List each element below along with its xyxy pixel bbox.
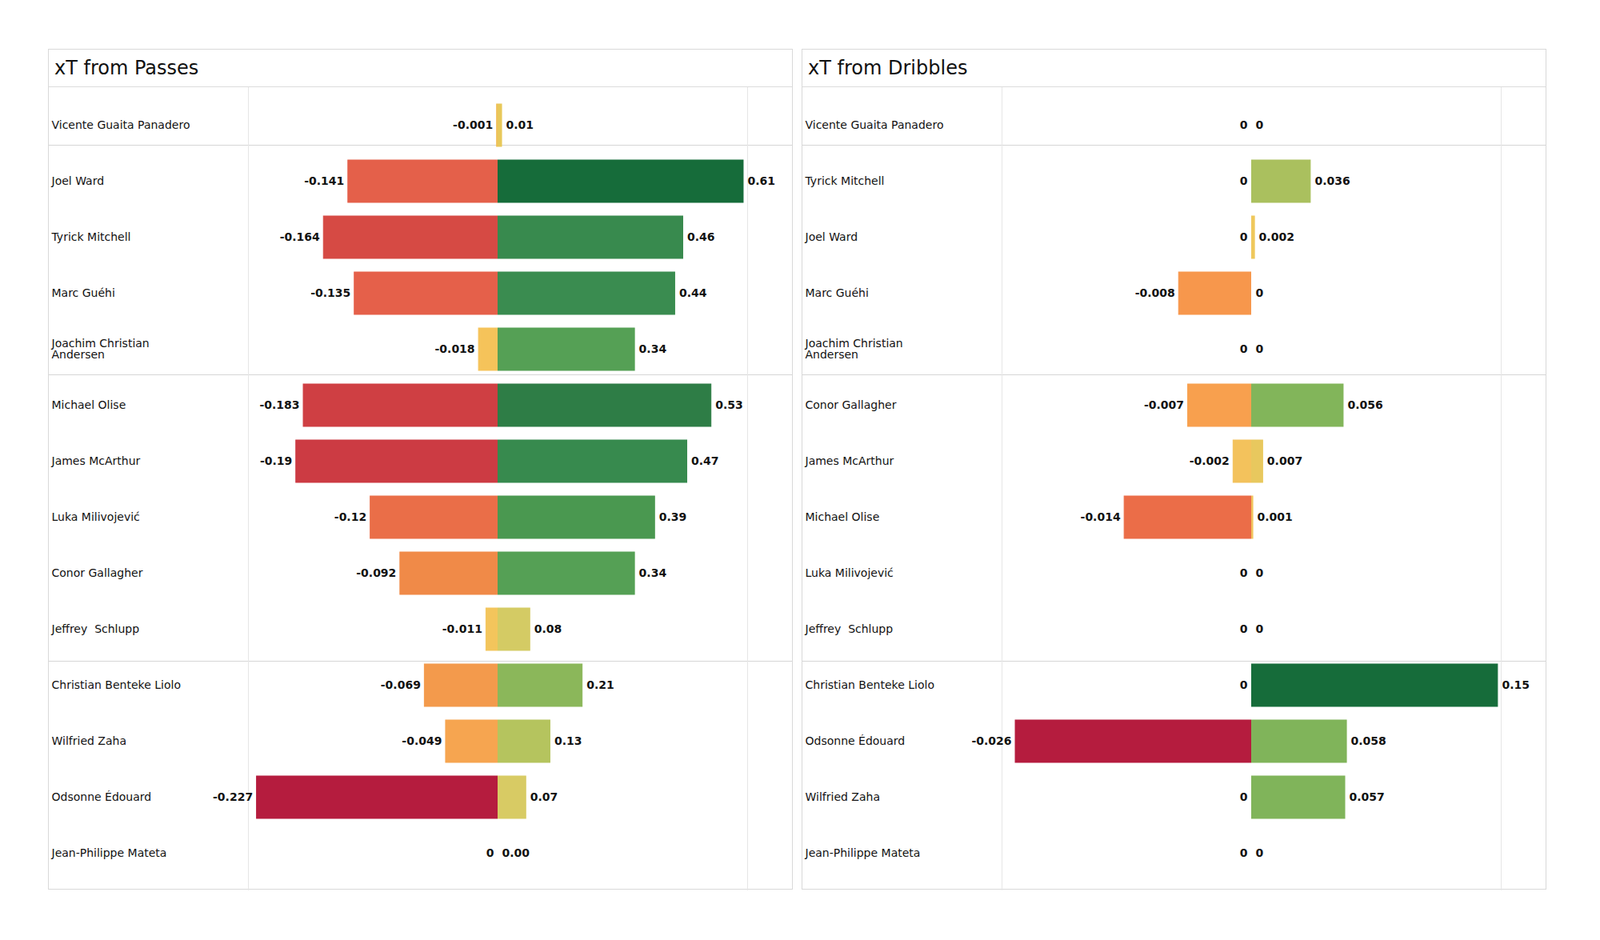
svg-text:-0.014: -0.014 — [1080, 510, 1121, 524]
svg-text:Odsonne Édouard: Odsonne Édouard — [805, 734, 906, 748]
svg-text:Luka Milivojević: Luka Milivojević — [805, 566, 894, 580]
svg-text:0: 0 — [1256, 846, 1264, 860]
svg-text:-0.002: -0.002 — [1189, 454, 1230, 468]
svg-text:Michael Olise: Michael Olise — [52, 398, 127, 412]
svg-text:0.056: 0.056 — [1347, 398, 1383, 412]
svg-text:-0.164: -0.164 — [280, 230, 320, 244]
svg-text:0: 0 — [1240, 790, 1248, 804]
svg-text:-0.001: -0.001 — [452, 118, 493, 132]
svg-text:James McArthur: James McArthur — [804, 454, 895, 468]
svg-text:Conor Gallagher: Conor Gallagher — [52, 566, 144, 580]
svg-text:-0.183: -0.183 — [259, 398, 300, 412]
svg-text:-0.069: -0.069 — [380, 678, 421, 692]
svg-text:0.001: 0.001 — [1257, 510, 1293, 524]
svg-text:Tyrick Mitchell: Tyrick Mitchell — [51, 230, 132, 244]
svg-text:-0.007: -0.007 — [1144, 398, 1184, 412]
svg-text:Conor Gallagher: Conor Gallagher — [805, 398, 897, 412]
svg-text:-0.011: -0.011 — [442, 622, 483, 636]
svg-text:0.07: 0.07 — [530, 790, 559, 804]
svg-text:0: 0 — [1240, 118, 1248, 132]
svg-text:-0.141: -0.141 — [304, 174, 344, 188]
svg-text:Wilfried Zaha: Wilfried Zaha — [805, 790, 880, 804]
svg-text:Wilfried Zaha: Wilfried Zaha — [52, 734, 127, 748]
svg-text:-0.19: -0.19 — [260, 454, 292, 468]
svg-text:Christian Benteke Liolo: Christian Benteke Liolo — [805, 678, 935, 692]
svg-text:0.002: 0.002 — [1259, 230, 1295, 244]
svg-text:0.34: 0.34 — [639, 342, 668, 356]
svg-text:Jean-Philippe Mateta: Jean-Philippe Mateta — [804, 846, 921, 860]
svg-text:0: 0 — [1256, 342, 1264, 356]
svg-text:0.058: 0.058 — [1351, 734, 1387, 748]
svg-text:-0.026: -0.026 — [971, 734, 1012, 748]
svg-text:Joachim ChristianAndersen: Joachim ChristianAndersen — [51, 336, 150, 361]
svg-text:0: 0 — [1256, 622, 1264, 636]
svg-text:0.46: 0.46 — [687, 230, 716, 244]
svg-text:0: 0 — [1256, 566, 1264, 580]
svg-text:0: 0 — [1240, 230, 1248, 244]
svg-text:0.08: 0.08 — [534, 622, 563, 636]
svg-text:0.44: 0.44 — [679, 286, 708, 300]
svg-text:Jean-Philippe Mateta: Jean-Philippe Mateta — [51, 846, 168, 860]
svg-text:0: 0 — [1240, 566, 1248, 580]
svg-text:0.15: 0.15 — [1501, 678, 1530, 692]
svg-text:0.007: 0.007 — [1267, 454, 1303, 468]
svg-text:Jeffrey Schlupp: Jeffrey Schlupp — [804, 622, 894, 636]
svg-text:0.39: 0.39 — [659, 510, 688, 524]
svg-text:0.13: 0.13 — [554, 734, 583, 748]
svg-text:-0.092: -0.092 — [356, 566, 396, 580]
svg-text:0: 0 — [1256, 286, 1264, 300]
svg-text:0.47: 0.47 — [691, 454, 720, 468]
svg-text:-0.227: -0.227 — [212, 790, 253, 804]
svg-text:-0.135: -0.135 — [310, 286, 351, 300]
svg-text:0: 0 — [486, 846, 495, 860]
svg-text:-0.018: -0.018 — [435, 342, 476, 356]
svg-text:Joel Ward: Joel Ward — [51, 174, 105, 188]
svg-text:Marc Guéhi: Marc Guéhi — [805, 286, 869, 300]
svg-text:Tyrick Mitchell: Tyrick Mitchell — [804, 174, 885, 188]
svg-text:-0.008: -0.008 — [1135, 286, 1176, 300]
svg-text:0: 0 — [1240, 342, 1248, 356]
svg-text:0.34: 0.34 — [639, 566, 668, 580]
svg-text:0.057: 0.057 — [1349, 790, 1385, 804]
svg-text:Jeffrey Schlupp: Jeffrey Schlupp — [51, 622, 140, 636]
svg-text:0: 0 — [1256, 118, 1264, 132]
svg-text:-0.12: -0.12 — [334, 510, 367, 524]
html-text:xT from Passes: xT from Passes — [54, 56, 199, 80]
svg-text:0.00: 0.00 — [502, 846, 531, 860]
svg-text:Vicente Guaita Panadero: Vicente Guaita Panadero — [52, 118, 191, 132]
svg-text:Michael Olise: Michael Olise — [805, 510, 880, 524]
svg-text:0.01: 0.01 — [506, 118, 535, 132]
svg-text:0: 0 — [1240, 622, 1248, 636]
svg-text:0.21: 0.21 — [586, 678, 615, 692]
svg-text:James McArthur: James McArthur — [51, 454, 141, 468]
svg-text:Odsonne Édouard: Odsonne Édouard — [52, 790, 152, 804]
svg-text:0: 0 — [1240, 846, 1248, 860]
svg-text:Luka Milivojević: Luka Milivojević — [52, 510, 140, 524]
svg-text:Joel Ward: Joel Ward — [804, 230, 859, 244]
svg-text:Vicente Guaita Panadero: Vicente Guaita Panadero — [805, 118, 944, 132]
svg-text:0: 0 — [1240, 678, 1248, 692]
svg-text:0.036: 0.036 — [1314, 174, 1350, 188]
svg-text:0.61: 0.61 — [747, 174, 776, 188]
svg-text:Joachim ChristianAndersen: Joachim ChristianAndersen — [804, 336, 904, 361]
html-text:xT from Dribbles: xT from Dribbles — [808, 56, 968, 80]
svg-text:0.53: 0.53 — [715, 398, 744, 412]
svg-text:Marc Guéhi: Marc Guéhi — [52, 286, 116, 300]
svg-text:0: 0 — [1240, 174, 1248, 188]
svg-text:-0.049: -0.049 — [401, 734, 442, 748]
svg-text:Christian Benteke Liolo: Christian Benteke Liolo — [52, 678, 181, 692]
